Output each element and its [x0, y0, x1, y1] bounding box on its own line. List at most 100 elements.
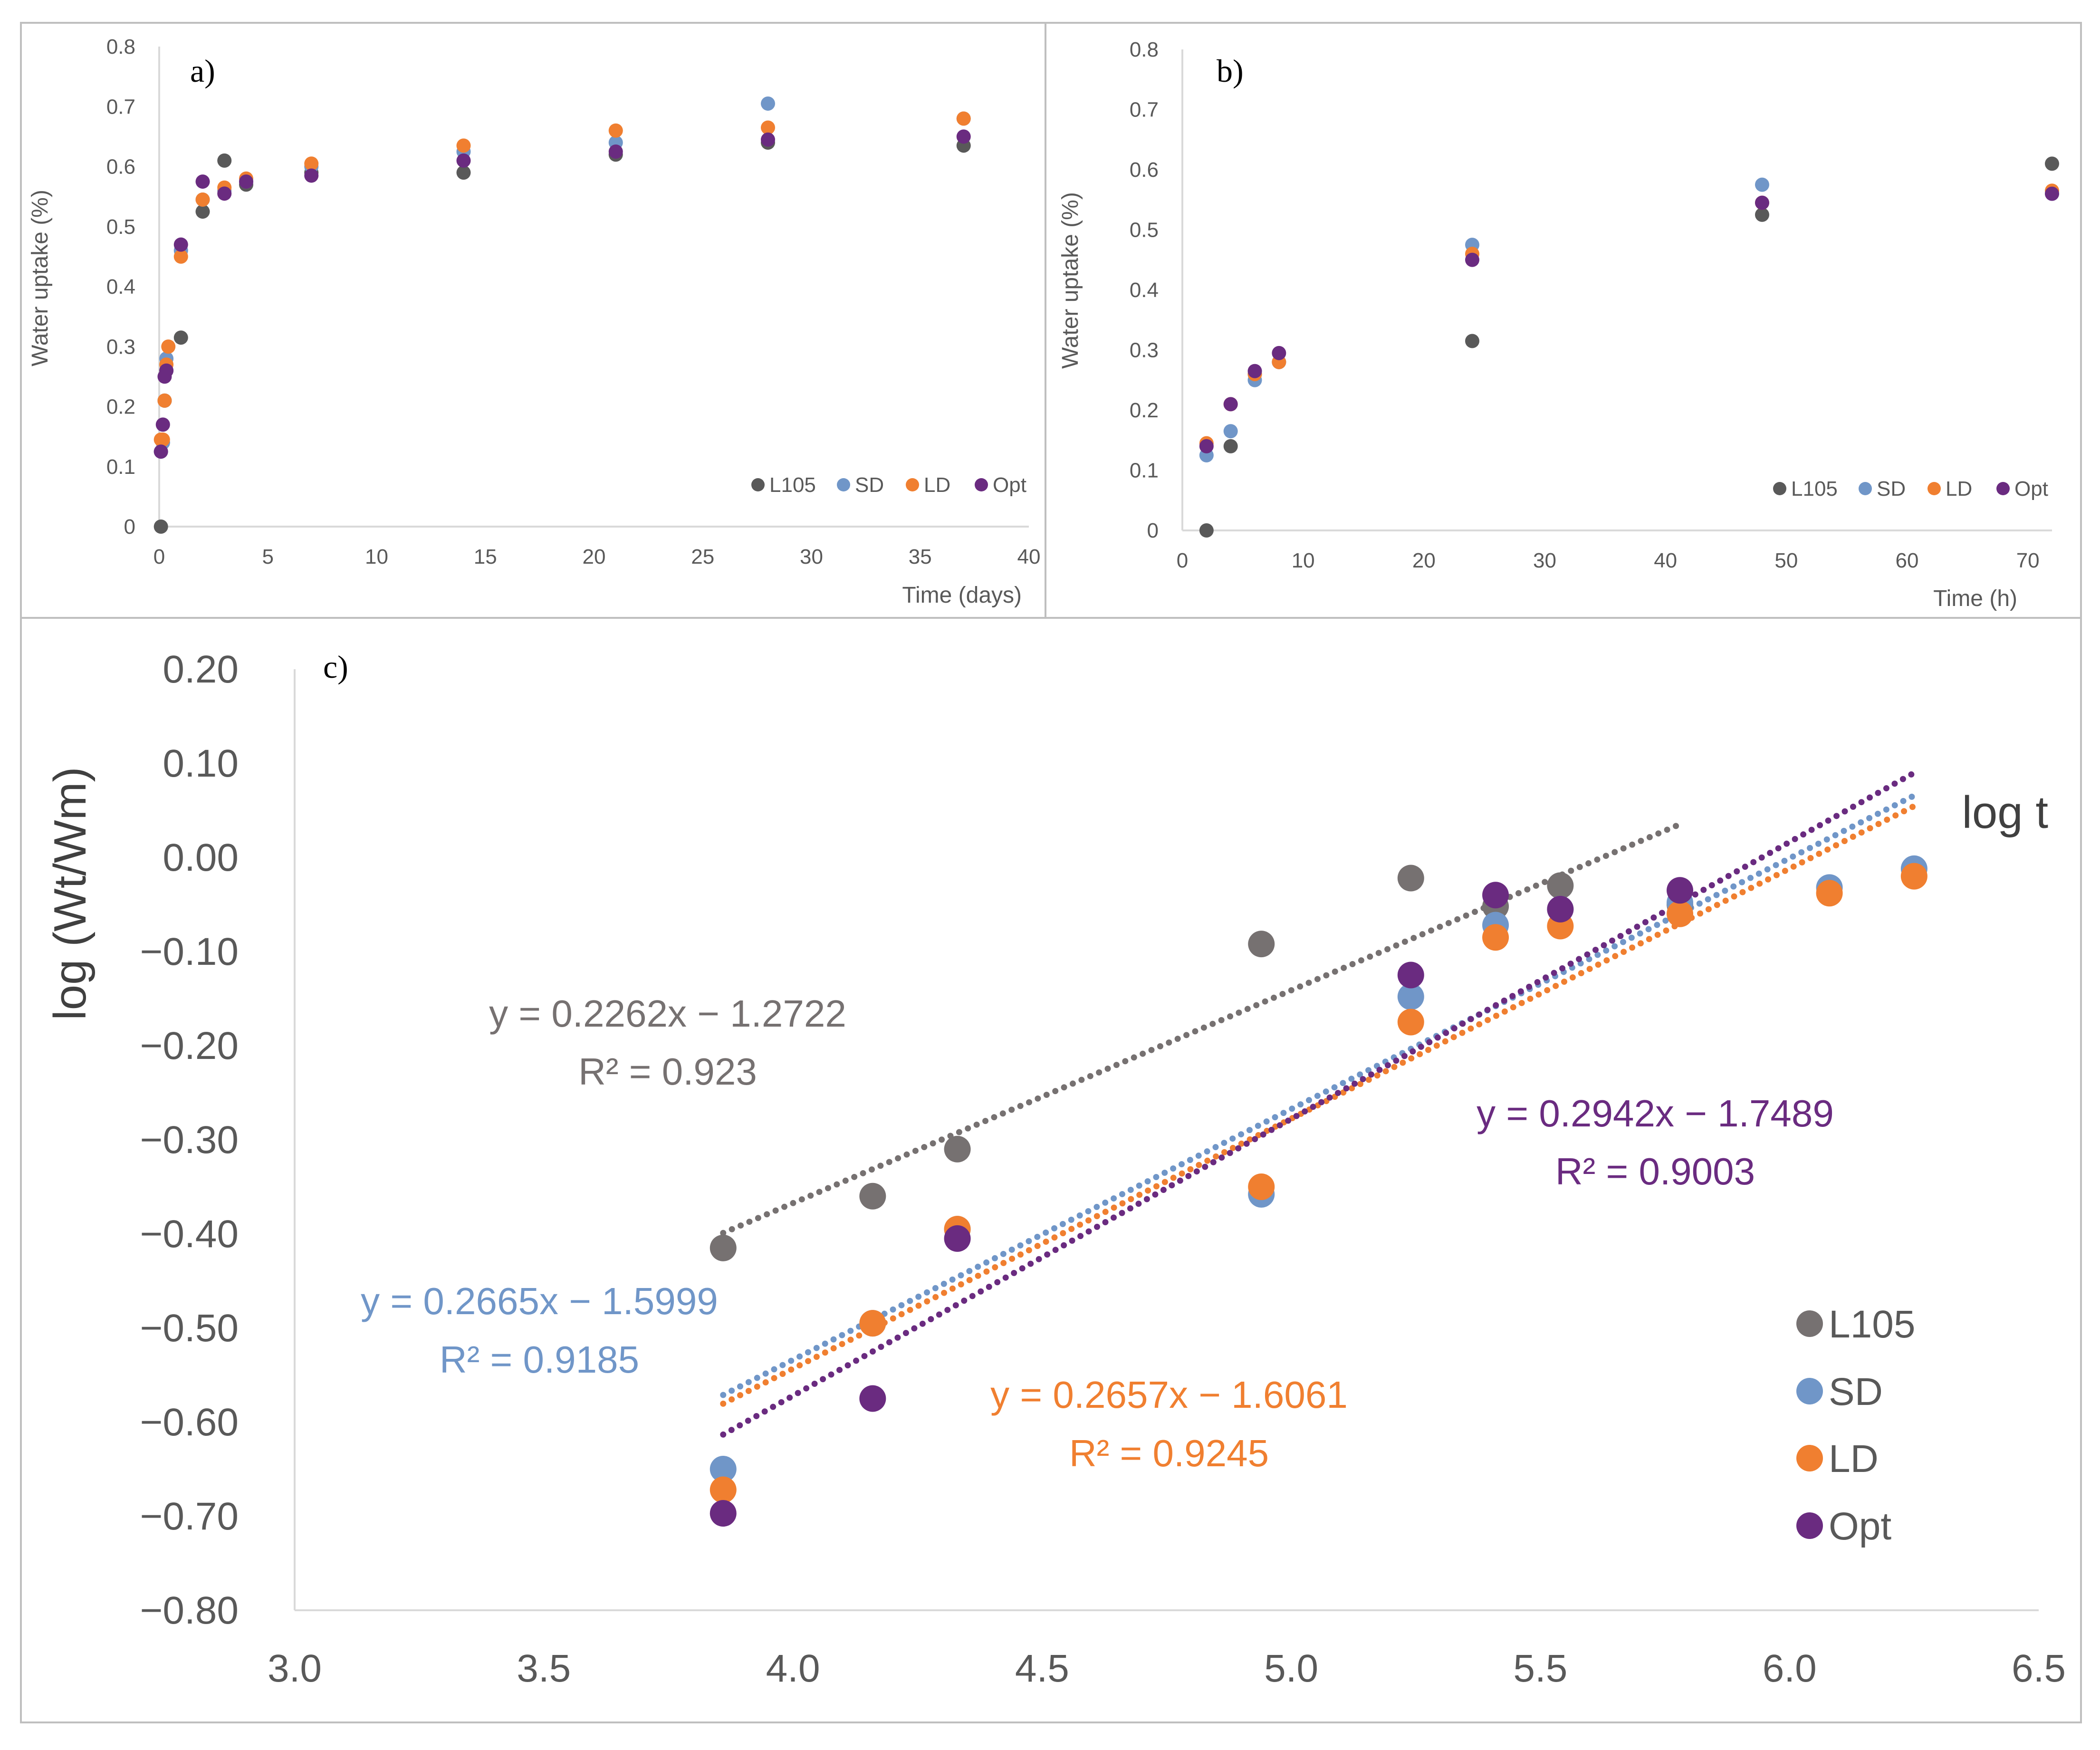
y-tick-label: 0.1	[1130, 459, 1159, 482]
data-point-ld	[859, 1310, 886, 1337]
trendline-r2-ld: R² = 0.9245	[1069, 1432, 1269, 1474]
data-point-opt	[710, 1500, 737, 1527]
legend-marker-l105	[751, 478, 765, 491]
trendline-r2-l105: R² = 0.923	[578, 1050, 757, 1093]
y-tick-label: 0.7	[1130, 98, 1159, 122]
data-point-ld	[161, 339, 176, 354]
x-tick-label: 30	[1533, 549, 1556, 572]
data-point-opt	[1272, 346, 1286, 360]
data-point-l105	[1199, 523, 1214, 538]
data-point-opt	[1223, 397, 1238, 412]
panel-b-chart: b) 0 10 20 30 40 50 60 70 0 0.1 0.2 0.3 0.4 0.5 0.6 0.7 0…	[1058, 38, 2059, 611]
y-tick-label: 0.8	[106, 35, 135, 58]
data-point-opt	[173, 237, 188, 252]
data-point-ld	[195, 192, 210, 207]
data-point-opt	[153, 444, 168, 459]
data-point-l105	[456, 165, 471, 180]
data-point-opt	[195, 174, 210, 189]
y-tick-label: −0.30	[140, 1118, 239, 1162]
data-point-opt	[956, 129, 971, 144]
y-tick-label: −0.40	[140, 1212, 239, 1256]
x-tick-label: 0	[153, 545, 165, 568]
y-tick-label: 0.4	[1130, 279, 1159, 302]
data-point-opt	[456, 153, 471, 168]
data-point-ld	[608, 123, 623, 138]
y-tick-label: −0.10	[140, 930, 239, 973]
y-tick-label: 0.4	[106, 275, 135, 298]
x-tick-label: 6.0	[1763, 1647, 1817, 1690]
legend-label-opt: Opt	[2014, 477, 2048, 500]
legend-label-ld: LD	[924, 473, 950, 497]
panel-label: a)	[190, 53, 215, 89]
y-tick-label: 0.10	[163, 742, 239, 785]
data-point-opt	[1482, 882, 1509, 909]
y-tick-label: 0.6	[106, 155, 135, 179]
x-tick-label: 5.0	[1264, 1647, 1318, 1690]
panel-label: b)	[1217, 53, 1244, 89]
legend-label-ld: LD	[1829, 1437, 1879, 1481]
y-tick-label: 0.3	[1130, 339, 1159, 362]
trendline-opt	[720, 769, 1918, 1438]
data-point-opt	[159, 363, 174, 378]
data-point-opt	[239, 174, 253, 189]
data-point-ld	[155, 432, 170, 447]
data-point-opt	[944, 1225, 971, 1252]
trendline-equation-sd: y = 0.2665x − 1.5999	[361, 1280, 718, 1322]
x-tick-label: 25	[691, 545, 714, 568]
data-point-opt	[155, 417, 170, 432]
y-tick-label: −0.20	[140, 1024, 239, 1067]
data-point-l105	[173, 330, 188, 345]
data-point-opt	[1755, 195, 1769, 210]
y-axis-title: Water uptake (%)	[1058, 192, 1083, 369]
legend-label-opt: Opt	[1829, 1505, 1891, 1548]
data-point-ld	[1667, 900, 1694, 927]
y-tick-label: 0.5	[1130, 219, 1159, 242]
x-tick-label: 30	[800, 545, 823, 568]
data-point-l105	[195, 204, 210, 219]
data-point-opt	[859, 1385, 886, 1412]
legend-marker-ld	[1927, 482, 1941, 495]
y-tick-label: −0.80	[140, 1589, 239, 1632]
x-tick-label: 4.5	[1015, 1647, 1069, 1690]
data-point-ld	[1900, 863, 1927, 890]
data-point-l105	[1248, 931, 1275, 958]
panel-label: c)	[323, 649, 348, 685]
trendline-l105	[720, 821, 1683, 1236]
y-tick-label: 0.20	[163, 648, 239, 691]
legend-label-opt: Opt	[993, 473, 1026, 497]
data-point-opt	[1465, 252, 1479, 267]
trendline-equation-opt: y = 0.2942x − 1.7489	[1477, 1092, 1834, 1135]
data-point-sd	[1755, 177, 1769, 192]
trendline-equation-ld: y = 0.2657x − 1.6061	[990, 1374, 1348, 1416]
data-point-l105	[1547, 872, 1574, 899]
legend-marker-ld	[1796, 1445, 1823, 1471]
figure-frame	[20, 22, 2082, 1723]
x-tick-label: 50	[1774, 549, 1798, 572]
data-point-sd	[710, 1456, 737, 1482]
x-tick-label: 60	[1896, 549, 1919, 572]
data-point-l105	[1223, 439, 1238, 453]
data-point-opt	[2045, 186, 2059, 201]
data-point-opt	[761, 132, 775, 147]
x-tick-label: 5	[262, 545, 274, 568]
data-point-opt	[1247, 364, 1262, 378]
data-point-l105	[1755, 207, 1769, 222]
x-tick-label: 40	[1017, 545, 1041, 568]
y-tick-label: 0.5	[106, 215, 135, 239]
x-tick-label: 6.5	[2012, 1647, 2066, 1690]
legend-label-sd: SD	[1877, 477, 1906, 500]
data-point-opt	[1547, 895, 1574, 923]
data-point-ld	[956, 111, 971, 126]
x-tick-label: 4.0	[766, 1647, 820, 1690]
legend-label-sd: SD	[855, 473, 884, 497]
data-point-ld	[1248, 1173, 1275, 1200]
data-point-opt	[608, 144, 623, 159]
x-tick-label: 20	[1412, 549, 1436, 572]
x-tick-label: 10	[1292, 549, 1315, 572]
data-point-ld	[1816, 880, 1843, 907]
data-point-ld	[173, 249, 188, 264]
data-point-l105	[944, 1135, 971, 1163]
data-point-ld	[456, 138, 471, 153]
x-tick-label: 40	[1654, 549, 1677, 572]
